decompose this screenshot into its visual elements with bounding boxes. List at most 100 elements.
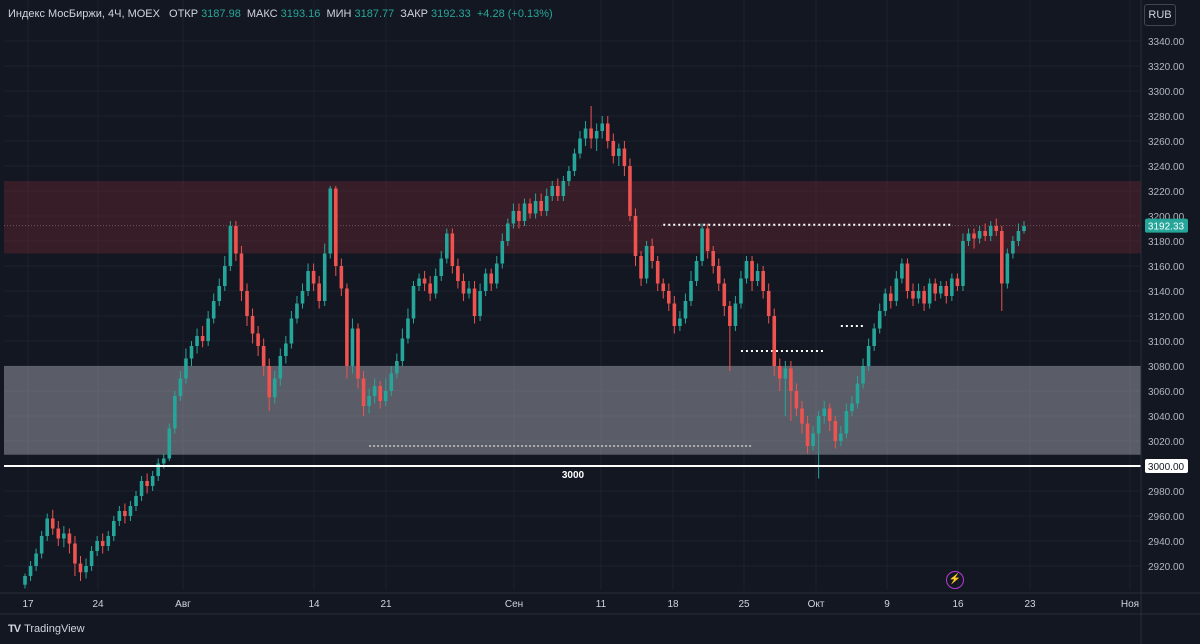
candle-body[interactable] [927,283,932,304]
candle-body[interactable] [961,241,965,286]
candle-body[interactable] [383,391,388,401]
candle-body[interactable] [217,286,222,301]
symbol-name[interactable]: Индекс МосБиржи, 4Ч, MOEX [8,8,160,20]
candle-body[interactable] [472,288,477,317]
candle-body[interactable] [811,433,815,447]
candle-body[interactable] [1011,241,1015,254]
candle-body[interactable] [739,278,743,304]
candle-body[interactable] [422,278,427,284]
candle-body[interactable] [173,396,177,429]
candle-body[interactable] [822,408,826,417]
candle-body[interactable] [411,286,416,319]
candle-body[interactable] [550,186,555,196]
candle-body[interactable] [450,233,455,267]
candle-body[interactable] [28,566,33,576]
candle-body[interactable] [106,536,111,546]
candle-body[interactable] [583,128,588,139]
candle-body[interactable] [522,203,527,222]
candle-body[interactable] [778,366,782,379]
candle-body[interactable] [944,286,949,296]
candle-body[interactable] [728,306,732,326]
candle-body[interactable] [572,153,577,172]
candle-body[interactable] [567,171,571,181]
candle-body[interactable] [938,286,943,294]
candle-body[interactable] [694,261,699,281]
candle-body[interactable] [34,553,38,567]
candle-body[interactable] [644,246,649,279]
candle-body[interactable] [800,408,804,424]
candle-body[interactable] [256,333,260,347]
candle-body[interactable] [117,511,122,521]
candle-body[interactable] [239,253,244,292]
candle-body[interactable] [933,283,937,294]
candle-body[interactable] [50,518,55,529]
candle-body[interactable] [400,338,405,362]
candle-body[interactable] [605,123,610,142]
candle-body[interactable] [628,166,632,216]
candle-body[interactable] [467,288,471,294]
candle-body[interactable] [311,271,316,284]
candle-body[interactable] [339,266,344,289]
tradingview-brand[interactable]: TV TradingView [8,623,85,635]
candle-body[interactable] [511,211,516,224]
candle-body[interactable] [1016,231,1021,241]
horizontal-line-3000[interactable]: 3000 [4,465,1141,481]
candle-body[interactable] [789,368,793,392]
candle-body[interactable] [972,233,976,239]
candle-body[interactable] [722,283,727,307]
candle-body[interactable] [433,276,438,294]
candle-body[interactable] [916,291,921,299]
candle-body[interactable] [611,141,616,156]
candle-body[interactable] [428,283,432,294]
price-axis[interactable]: 3340.00 3320.00 3300.00 3280.00 3260.00 3240.… [1140,0,1188,644]
candle-body[interactable] [889,293,893,302]
candle-body[interactable] [123,511,127,516]
candle-body[interactable] [39,536,44,554]
candle-body[interactable] [295,303,299,319]
candle-body[interactable] [900,263,904,279]
candle-body[interactable] [378,386,382,401]
candle-body[interactable] [45,518,49,537]
candle-body[interactable] [372,386,377,396]
candle-body[interactable] [278,356,283,379]
candle-body[interactable] [300,291,305,304]
candle-body[interactable] [872,328,876,347]
candle-body[interactable] [594,131,599,139]
candle-body[interactable] [589,128,593,139]
candle-body[interactable] [839,433,843,442]
candle-body[interactable] [272,378,277,398]
candle-body[interactable] [494,263,499,284]
candle-body[interactable] [478,291,482,316]
candle-body[interactable] [317,283,321,302]
candle-body[interactable] [112,521,116,536]
candle-body[interactable] [755,271,760,281]
candle-body[interactable] [322,253,327,302]
candle-body[interactable] [639,256,643,279]
candle-body[interactable] [245,291,249,316]
candle-body[interactable] [733,303,738,327]
candle-body[interactable] [95,541,99,551]
candle-body[interactable] [500,241,505,264]
candle-body[interactable] [156,463,160,477]
candle-body[interactable] [89,551,94,566]
candle-body[interactable] [672,303,677,327]
candle-body[interactable] [533,201,538,214]
candle-body[interactable] [211,301,216,319]
candle-body[interactable] [456,266,460,281]
candle-body[interactable] [189,346,194,359]
candle-body[interactable] [73,543,77,564]
candle-body[interactable] [966,233,971,242]
candle-body[interactable] [134,496,138,506]
candle-body[interactable] [783,368,788,379]
candle-body[interactable] [289,318,294,344]
candle-body[interactable] [1000,231,1004,284]
candle-body[interactable] [234,226,238,254]
candle-body[interactable] [84,566,88,573]
candle-body[interactable] [56,528,61,539]
candle-body[interactable] [922,291,926,304]
candle-body[interactable] [78,563,83,573]
currency-button[interactable]: RUB [1144,4,1176,26]
candle-body[interactable] [350,328,355,367]
candle-body[interactable] [161,458,166,464]
